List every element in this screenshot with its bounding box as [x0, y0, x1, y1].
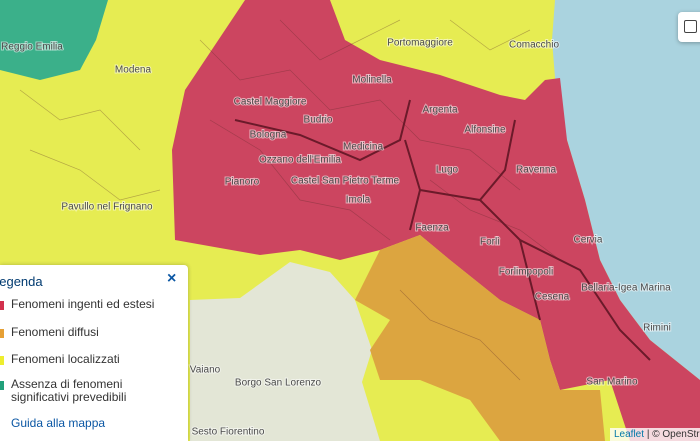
- place-label: Rimini: [643, 323, 671, 334]
- legend-label: Assenza di fenomeni significativi preved…: [11, 377, 127, 404]
- place-label: Castel San Pietro Terme: [291, 176, 400, 187]
- place-label: Modena: [115, 65, 152, 76]
- legend-label: Fenomeni diffusi: [11, 325, 99, 339]
- place-label: Argenta: [422, 105, 457, 116]
- zone-borders: [234, 99, 651, 361]
- place-label: Imola: [346, 195, 371, 206]
- place-label: Portomaggiore: [387, 38, 453, 49]
- place-label: Forlimpopoli: [499, 267, 553, 278]
- sea: [552, 0, 700, 380]
- municipal-borders: [19, 19, 561, 381]
- attribution: Leaflet | © OpenStreetMap: [610, 428, 700, 441]
- legend-swatch: [0, 329, 4, 338]
- legend-swatch: [0, 381, 4, 390]
- place-label: Borgo San Lorenzo: [235, 378, 322, 389]
- legend-title: Legenda: [0, 274, 43, 289]
- place-label: Lugo: [436, 165, 459, 176]
- place-label: Bellaria-Igea Marina: [581, 283, 671, 294]
- place-label: Budrio: [304, 115, 333, 126]
- attribution-separator: |: [646, 429, 650, 440]
- place-label: Molinella: [352, 75, 392, 86]
- layer-control[interactable]: [678, 12, 700, 42]
- legend-label: Fenomeni localizzati: [11, 352, 120, 366]
- legend-link[interactable]: Guida alla mappa: [11, 416, 106, 430]
- place-label: Forlì: [480, 237, 500, 248]
- attribution-text: © OpenStreetMap: [652, 429, 700, 440]
- legend-swatch: [0, 356, 4, 365]
- checkbox[interactable]: [684, 20, 697, 33]
- legend-swatch: [0, 301, 4, 310]
- terrain: [190, 262, 380, 441]
- place-label: Ozzano dell'Emilia: [259, 155, 341, 166]
- orange-zone: [355, 235, 605, 441]
- attribution-link[interactable]: Leaflet: [614, 429, 645, 440]
- place-label: Comacchio: [509, 40, 559, 51]
- place-label: Bologna: [250, 130, 287, 141]
- place-label: Castel Maggiore: [234, 97, 307, 108]
- place-label: Faenza: [415, 223, 449, 234]
- place-label: Cervia: [574, 235, 603, 246]
- place-label: Pianoro: [225, 177, 260, 188]
- legend-close[interactable]: ×: [167, 270, 177, 287]
- place-label: Sesto Fiorentino: [192, 427, 265, 438]
- place-label: Pavullo nel Frignano: [61, 202, 153, 213]
- legend: Legenda × Fenomeni ingenti ed estesi Feno…: [0, 265, 188, 441]
- place-label: Medicina: [343, 142, 383, 153]
- place-label: Ravenna: [516, 165, 556, 176]
- place-labels: Reggio Emilia Modena Bologna Castel Magg…: [0, 37, 672, 439]
- place-label: Reggio Emilia: [1, 42, 63, 53]
- red-zone: [172, 0, 700, 441]
- place-label: Cesena: [535, 292, 570, 303]
- place-label: Alfonsine: [464, 125, 506, 136]
- place-label: Vaiano: [190, 365, 221, 376]
- green-zone: [0, 0, 108, 80]
- place-label: San Marino: [586, 377, 638, 388]
- legend-label: Fenomeni ingenti ed estesi: [11, 297, 155, 311]
